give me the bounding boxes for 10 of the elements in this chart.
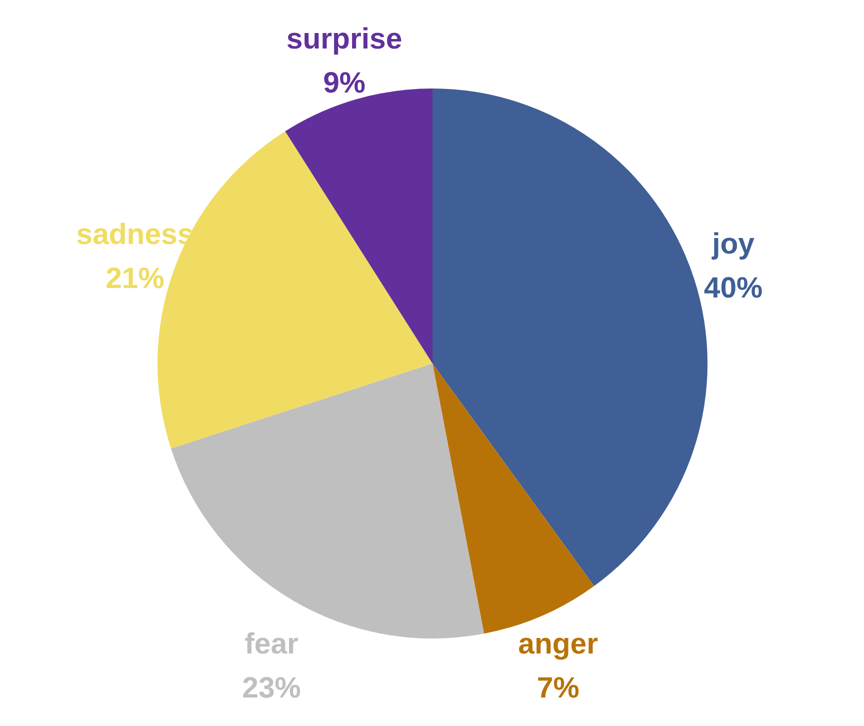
- data-label: 7%: [536, 672, 580, 704]
- data-label: 23%: [242, 672, 301, 704]
- data-label: 21%: [106, 262, 164, 295]
- slice-label: anger: [518, 628, 598, 660]
- slice-label: joy: [711, 227, 756, 260]
- slice-label: fear: [244, 628, 298, 660]
- slice-label: surprise: [286, 22, 402, 56]
- data-label: 9%: [323, 66, 366, 100]
- data-label: 40%: [704, 271, 763, 304]
- slice-label: sadness: [76, 218, 194, 251]
